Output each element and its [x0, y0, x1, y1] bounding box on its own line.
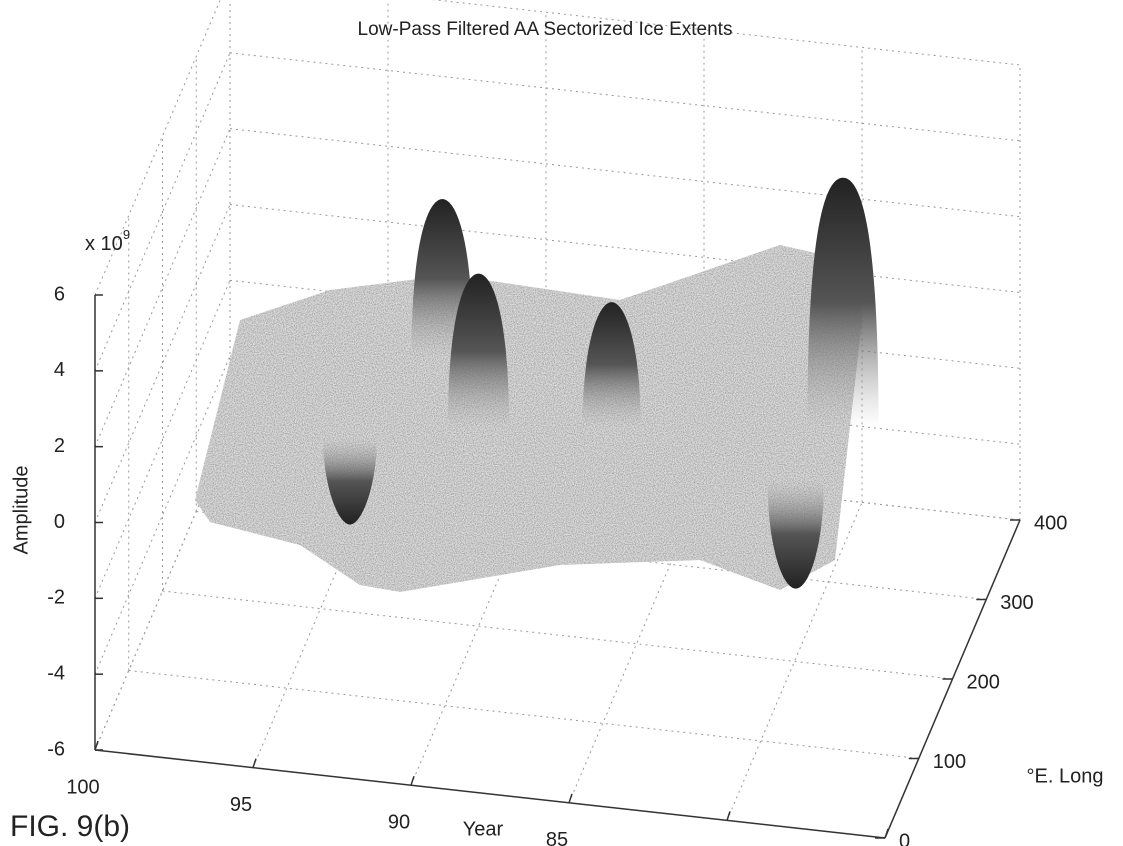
y-tick-label: 100	[933, 751, 966, 773]
z-multiplier-exponent: 9	[123, 227, 130, 242]
y-tick-label: 400	[1034, 512, 1067, 534]
x-tick-label: 100	[66, 776, 99, 798]
z-tick-label: 6	[54, 283, 65, 305]
y-tick-label: 0	[899, 830, 910, 846]
surface-peak	[807, 177, 879, 428]
surface	[322, 177, 879, 589]
z-tick-label: -2	[47, 587, 65, 609]
grid-line	[128, 670, 919, 759]
grid-line	[162, 590, 953, 680]
chart-title: Low-Pass Filtered AA Sectorized Ice Exte…	[358, 19, 733, 40]
surface-texture	[195, 245, 862, 592]
z-multiplier: x 109	[85, 227, 130, 255]
z-tick-label: 2	[54, 435, 65, 457]
z-multiplier-base: x 10	[85, 233, 123, 255]
grid-line	[94, 52, 231, 372]
surface-peak	[582, 302, 641, 427]
x-tick	[726, 811, 731, 821]
x-tick	[568, 793, 573, 804]
grid-line	[229, 128, 1021, 218]
x-tick	[410, 775, 415, 786]
z-tick-label: -6	[47, 738, 65, 760]
y-axis-label: °E. Long	[1027, 765, 1104, 787]
z-tick-label: 4	[54, 359, 65, 381]
z-tick-label: -4	[47, 662, 65, 684]
surface-peak	[447, 273, 510, 429]
x-tick	[252, 758, 257, 768]
grid-line	[229, 204, 1021, 293]
axes: -6-4-2024610095908580750100200300400	[47, 283, 1067, 846]
x-tick-label: 90	[388, 811, 410, 833]
surface-peak	[767, 478, 824, 589]
x-tick-label: 95	[230, 794, 252, 816]
x-axis-label: Year	[463, 818, 504, 840]
grid-line	[229, 52, 1021, 142]
x-tick	[94, 740, 99, 751]
surface-peak	[322, 437, 377, 525]
x-axis	[94, 749, 886, 839]
x-tick	[884, 828, 889, 839]
z-tick-label: 0	[54, 511, 65, 533]
figure-label: FIG. 9(b)	[10, 810, 130, 843]
z-axis-label: Amplitude	[10, 466, 32, 555]
grid-line	[431, 0, 1021, 66]
y-tick-label: 200	[967, 671, 1000, 693]
y-tick-label: 300	[1000, 592, 1033, 614]
x-tick-label: 85	[546, 829, 568, 846]
